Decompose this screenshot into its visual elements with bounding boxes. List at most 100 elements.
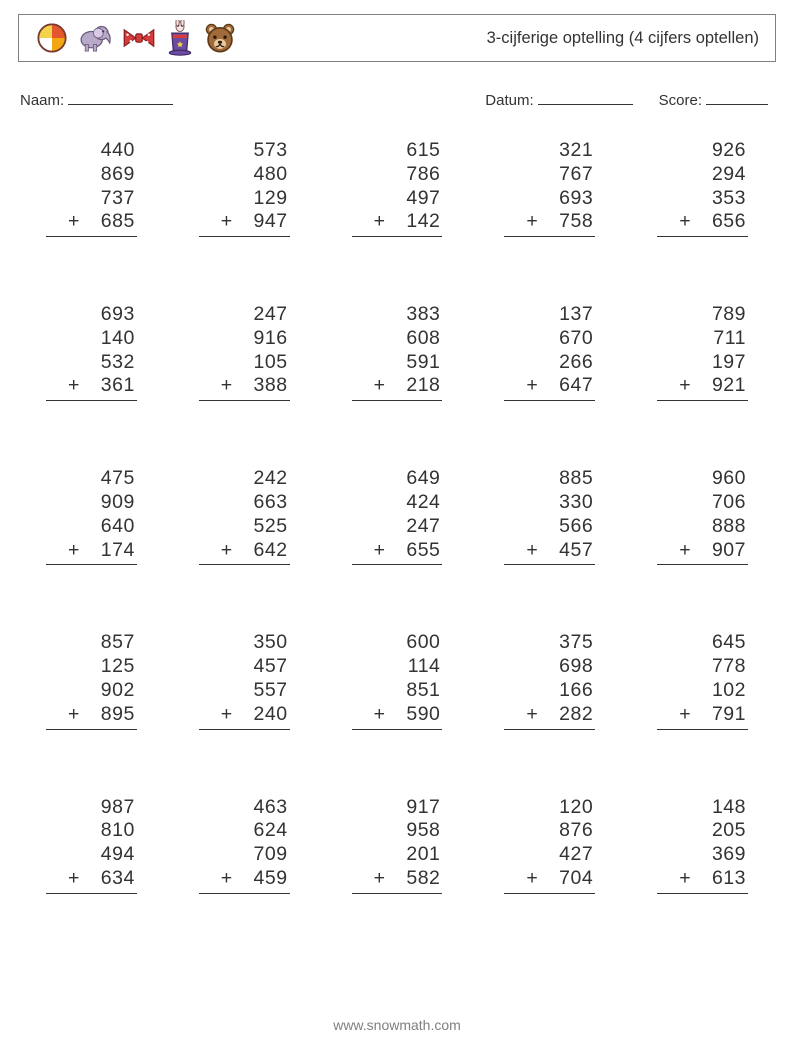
- addition-problem: 383608591+218: [352, 303, 443, 425]
- answer-blank[interactable]: [46, 403, 137, 425]
- footer-url: www.snowmath.com: [0, 1017, 794, 1033]
- addend: 105: [199, 351, 290, 375]
- answer-blank[interactable]: [46, 732, 137, 754]
- problems-grid: 440869737+685573480129+947615786497+1423…: [18, 139, 776, 918]
- operator: +: [221, 539, 233, 563]
- score-field: Score:: [659, 90, 768, 109]
- addition-problem: 649424247+655: [352, 467, 443, 589]
- addend: 640: [46, 515, 137, 539]
- answer-blank[interactable]: [46, 239, 137, 261]
- addend: 851: [352, 679, 443, 703]
- addend: 909: [46, 491, 137, 515]
- addend: 693: [504, 187, 595, 211]
- operator: +: [679, 867, 691, 891]
- addition-problem: 463624709+459: [199, 796, 290, 918]
- addend: 693: [46, 303, 137, 327]
- operator: +: [526, 867, 538, 891]
- addend: 120: [504, 796, 595, 820]
- addend: 321: [504, 139, 595, 163]
- addend: 330: [504, 491, 595, 515]
- answer-blank[interactable]: [657, 403, 748, 425]
- addition-problem: 120876427+704: [504, 796, 595, 918]
- addend-last: +582: [352, 867, 443, 894]
- operator: +: [374, 867, 386, 891]
- addend-last: +791: [657, 703, 748, 730]
- answer-blank[interactable]: [657, 896, 748, 918]
- addend: 926: [657, 139, 748, 163]
- addend: 591: [352, 351, 443, 375]
- answer-blank[interactable]: [199, 567, 290, 589]
- answer-blank[interactable]: [504, 896, 595, 918]
- operator: +: [526, 210, 538, 234]
- addition-problem: 926294353+656: [657, 139, 748, 261]
- answer-blank[interactable]: [657, 567, 748, 589]
- answer-blank[interactable]: [352, 732, 443, 754]
- answer-blank[interactable]: [352, 403, 443, 425]
- addition-problem: 960706888+907: [657, 467, 748, 589]
- addend: 166: [504, 679, 595, 703]
- magic-hat-icon: [165, 20, 195, 56]
- addition-problem: 645778102+791: [657, 631, 748, 753]
- addend: 857: [46, 631, 137, 655]
- addend: 201: [352, 843, 443, 867]
- addend: 242: [199, 467, 290, 491]
- answer-blank[interactable]: [199, 896, 290, 918]
- addend: 987: [46, 796, 137, 820]
- operator: +: [221, 210, 233, 234]
- addition-problem: 693140532+361: [46, 303, 137, 425]
- answer-blank[interactable]: [504, 239, 595, 261]
- addend: 709: [199, 843, 290, 867]
- operator: +: [374, 703, 386, 727]
- addition-problem: 440869737+685: [46, 139, 137, 261]
- addend: 102: [657, 679, 748, 703]
- addend: 600: [352, 631, 443, 655]
- addend: 137: [504, 303, 595, 327]
- answer-blank[interactable]: [199, 239, 290, 261]
- addend: 902: [46, 679, 137, 703]
- answer-blank[interactable]: [504, 567, 595, 589]
- answer-blank[interactable]: [46, 896, 137, 918]
- name-blank[interactable]: [68, 90, 173, 105]
- date-blank[interactable]: [538, 90, 633, 105]
- answer-blank[interactable]: [352, 896, 443, 918]
- worksheet-page: 3-cijferige optelling (4 cijfers optelle…: [0, 0, 794, 1053]
- answer-blank[interactable]: [504, 732, 595, 754]
- answer-blank[interactable]: [352, 567, 443, 589]
- addend: 480: [199, 163, 290, 187]
- addend: 247: [199, 303, 290, 327]
- answer-blank[interactable]: [199, 732, 290, 754]
- answer-blank[interactable]: [46, 567, 137, 589]
- addend-last: +613: [657, 867, 748, 894]
- addend: 350: [199, 631, 290, 655]
- addend: 810: [46, 819, 137, 843]
- addend: 463: [199, 796, 290, 820]
- addend-last: +457: [504, 539, 595, 566]
- addend: 247: [352, 515, 443, 539]
- operator: +: [68, 210, 80, 234]
- operator: +: [679, 703, 691, 727]
- date-field: Datum:: [485, 90, 632, 109]
- addend-last: +947: [199, 210, 290, 237]
- answer-blank[interactable]: [657, 239, 748, 261]
- addend: 294: [657, 163, 748, 187]
- answer-blank[interactable]: [199, 403, 290, 425]
- addend-last: +590: [352, 703, 443, 730]
- answer-blank[interactable]: [657, 732, 748, 754]
- addend-last: +240: [199, 703, 290, 730]
- addend: 383: [352, 303, 443, 327]
- addition-problem: 137670266+647: [504, 303, 595, 425]
- addend: 670: [504, 327, 595, 351]
- addition-problem: 375698166+282: [504, 631, 595, 753]
- score-blank[interactable]: [706, 90, 768, 105]
- addend: 876: [504, 819, 595, 843]
- addend: 711: [657, 327, 748, 351]
- addend-last: +907: [657, 539, 748, 566]
- operator: +: [374, 374, 386, 398]
- answer-blank[interactable]: [504, 403, 595, 425]
- addend: 125: [46, 655, 137, 679]
- addend: 566: [504, 515, 595, 539]
- addend: 645: [657, 631, 748, 655]
- answer-blank[interactable]: [352, 239, 443, 261]
- bear-icon: [203, 21, 237, 55]
- addend: 129: [199, 187, 290, 211]
